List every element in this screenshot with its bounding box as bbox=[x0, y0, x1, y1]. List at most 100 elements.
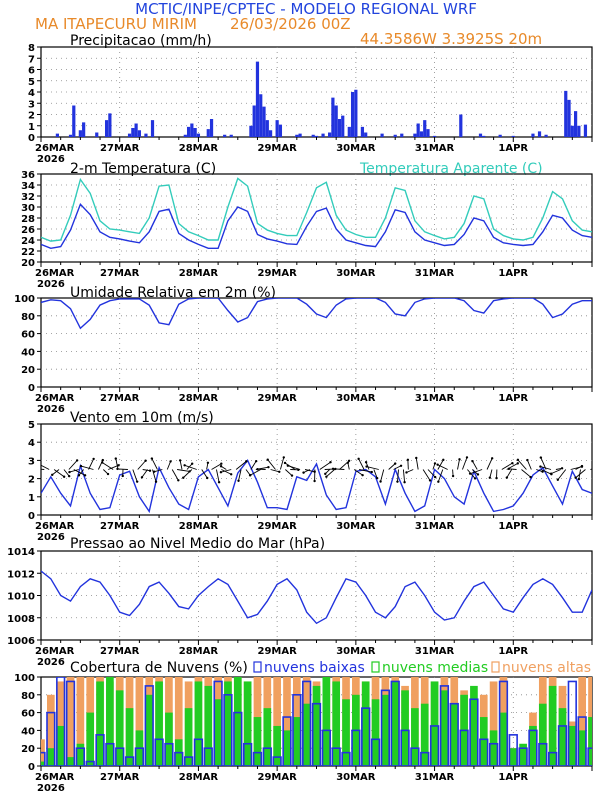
cloud-bar-baixas bbox=[124, 756, 135, 766]
precip-bar bbox=[193, 128, 197, 137]
cloud-bar-medias bbox=[371, 699, 380, 766]
precip-xlabel: 29MAR bbox=[257, 143, 297, 154]
cloud-bar-altas bbox=[66, 677, 75, 766]
cloud-bar-altas bbox=[47, 694, 55, 766]
cloud-bar-baixas bbox=[479, 738, 489, 766]
wind-arrow bbox=[472, 460, 478, 470]
wind-arrow bbox=[489, 469, 493, 478]
wind-arrow bbox=[486, 458, 493, 470]
precip-ytick-label: 2 bbox=[28, 111, 35, 122]
wind-arrow-head bbox=[114, 457, 117, 460]
cloud-bar-altas bbox=[135, 677, 144, 766]
cloud-bar-baixas bbox=[410, 747, 420, 766]
wind-arrow-head bbox=[560, 467, 564, 470]
wind-title: Vento em 10m (m/s) bbox=[70, 410, 214, 426]
precip-bar bbox=[275, 120, 279, 137]
cloud-bar-baixas bbox=[538, 742, 548, 766]
wind-arrow-head bbox=[529, 475, 532, 479]
cloud-bar-medias bbox=[588, 717, 592, 766]
wind-arrow bbox=[69, 469, 79, 473]
cloud-bar-baixas bbox=[203, 747, 213, 766]
precip-bar bbox=[583, 124, 588, 137]
cloud-bar-baixas bbox=[56, 677, 66, 766]
precip-bar bbox=[574, 111, 578, 137]
cloud-bar-medias bbox=[548, 685, 557, 766]
wind-arrow-head bbox=[370, 470, 373, 474]
wind-arrow-head bbox=[245, 460, 248, 463]
precip-bar bbox=[108, 113, 112, 137]
clouds-xlabel: 1APR bbox=[498, 772, 528, 783]
precip-ytick-label: 4 bbox=[28, 88, 35, 99]
wind-arrow bbox=[575, 469, 586, 479]
cloud-bar-baixas bbox=[380, 689, 391, 766]
precip-bar bbox=[537, 131, 542, 137]
cloud-bar-baixas bbox=[469, 698, 479, 766]
cloud-bar-medias bbox=[86, 712, 95, 766]
precip-bar bbox=[311, 134, 315, 137]
wind-ytick-label: 2 bbox=[28, 475, 35, 486]
cloud-bar-medias bbox=[76, 743, 85, 766]
wind-arrow-head bbox=[526, 458, 529, 462]
cloud-bar-baixas bbox=[429, 725, 440, 766]
cloud-bar-altas bbox=[283, 677, 291, 766]
wind-arrow bbox=[53, 469, 65, 478]
wind-arrow bbox=[101, 462, 114, 470]
rh-frame bbox=[40, 297, 593, 388]
wind-arrow-head bbox=[302, 471, 305, 474]
wind-arrow bbox=[557, 469, 567, 481]
wind-arrow-head bbox=[361, 473, 364, 477]
cloud-bar-baixas bbox=[242, 742, 253, 766]
precip-bar bbox=[55, 133, 59, 137]
cloud-bar-baixas bbox=[164, 742, 174, 766]
wind-arrow-head bbox=[266, 458, 269, 461]
cloud-bar-medias bbox=[165, 712, 173, 766]
wind-arrow bbox=[366, 466, 379, 470]
cloud-bar-medias bbox=[529, 725, 537, 766]
wind-xlabel: 26MAR bbox=[35, 521, 75, 532]
wind-arrow-head bbox=[217, 481, 221, 484]
wind-arrow-head bbox=[437, 480, 440, 483]
cloud-bar-baixas bbox=[223, 693, 233, 766]
cloud-bar-medias bbox=[568, 725, 577, 766]
cloud-bar-baixas bbox=[321, 729, 331, 766]
wind-arrow-head bbox=[329, 461, 332, 464]
cloud-bar-altas bbox=[56, 681, 65, 766]
wind-arrow bbox=[540, 469, 552, 475]
wind-arrow-head bbox=[106, 472, 110, 476]
wind-arrow-head bbox=[183, 464, 186, 467]
precip-bar bbox=[334, 105, 338, 137]
wind-arrow-head bbox=[433, 462, 437, 465]
wind-arrow-head bbox=[51, 473, 54, 477]
cloud-bar-medias bbox=[194, 681, 203, 766]
cloud-bar-medias bbox=[283, 730, 291, 766]
wind-arrow-head bbox=[77, 474, 81, 477]
wind-arrow bbox=[108, 464, 119, 470]
clouds-xlabel: 30MAR bbox=[336, 772, 376, 783]
pressure-ytick-label: 1010 bbox=[7, 592, 35, 603]
precip-bar bbox=[265, 120, 269, 137]
wind-arrow-head bbox=[516, 462, 519, 465]
precip-xlabel: 1APR bbox=[498, 143, 528, 154]
wind-arrow bbox=[469, 469, 483, 475]
wind-arrow-head bbox=[116, 467, 119, 471]
wind-arrow-head bbox=[331, 467, 335, 471]
temp-title: 2-m Temperatura (C) bbox=[70, 161, 216, 177]
wind-arrow-head bbox=[541, 470, 544, 473]
wind-xlabel: 28MAR bbox=[179, 521, 219, 532]
precip-bar bbox=[295, 134, 299, 137]
cloud-bar-medias bbox=[41, 761, 45, 766]
temp-xlabel: 27MAR bbox=[100, 268, 140, 279]
wind-arrow bbox=[154, 469, 163, 473]
cloud-bar-baixas bbox=[341, 751, 351, 766]
cloud-bar-medias bbox=[519, 743, 527, 766]
wind-arrow-head bbox=[405, 471, 408, 474]
wind-arrow-head bbox=[190, 462, 194, 465]
wind-arrow bbox=[402, 469, 406, 483]
rh-xlabel: 30MAR bbox=[336, 393, 376, 404]
wind-arrow bbox=[388, 463, 396, 470]
clouds-ytick-label: 80 bbox=[21, 691, 35, 702]
cloud-bar-baixas bbox=[233, 711, 243, 766]
precip-bar bbox=[400, 133, 404, 137]
wind-arrow bbox=[540, 466, 552, 470]
temp-xlabel: 30MAR bbox=[336, 268, 376, 279]
